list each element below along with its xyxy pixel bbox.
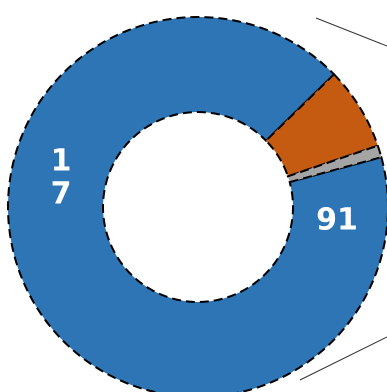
donut-slice-91 [7,16,387,392]
decorative-line-bottom [299,336,387,381]
donut-slices [7,16,387,392]
decorative-line-top [315,17,387,47]
donut-slice-7 [264,72,380,178]
donut-slice-1 [286,144,383,184]
data-label-91: 91 [316,203,358,238]
donut-data-labels: 91 71 [51,144,358,238]
data-label-7: 7 [51,177,72,212]
data-label-1: 1 [51,144,72,179]
